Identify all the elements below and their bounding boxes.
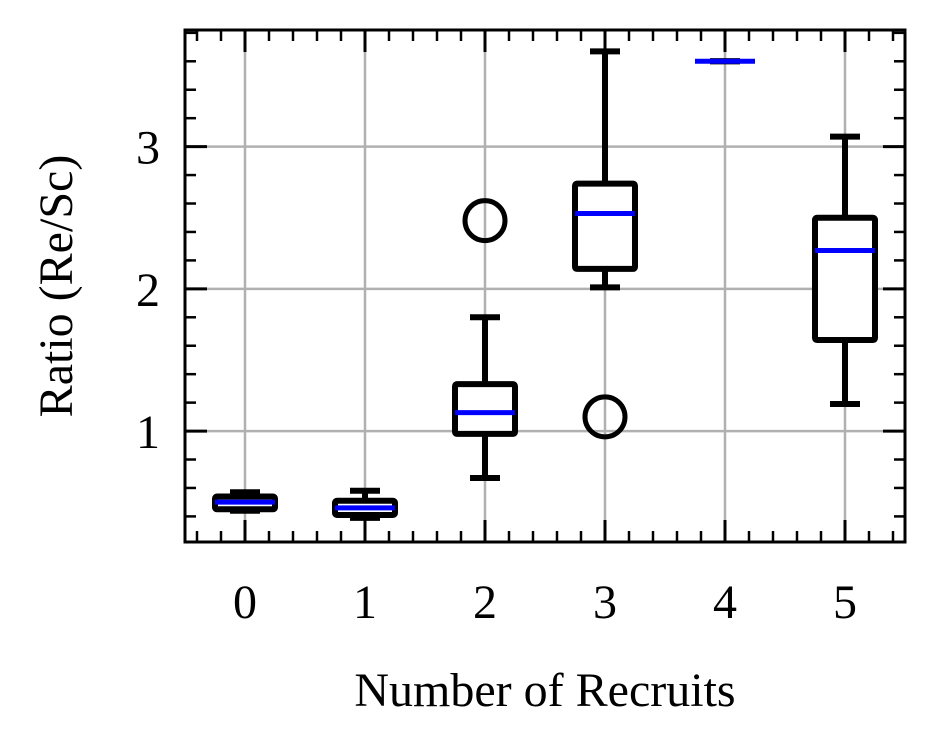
box-iqr	[572, 180, 638, 272]
outlier-point	[582, 394, 628, 440]
y-tick-label: 1	[136, 406, 160, 459]
x-tick-label: 4	[713, 576, 737, 629]
y-tick-labels: 1 2 3	[136, 122, 160, 459]
box-iqr	[452, 381, 518, 437]
x-tick-label: 1	[353, 576, 377, 629]
y-tick-label: 2	[136, 264, 160, 317]
y-tick-label: 3	[136, 122, 160, 175]
x-tick-label: 3	[593, 576, 617, 629]
x-tick-label: 2	[473, 576, 497, 629]
box-5	[812, 133, 878, 408]
outlier-point	[462, 198, 508, 244]
box-3	[572, 48, 638, 440]
x-tick-labels: 0 1 2 3 4 5	[233, 576, 857, 629]
grid-lines	[185, 30, 905, 542]
x-tick-label: 5	[833, 576, 857, 629]
plot-frame	[183, 28, 907, 544]
boxes	[212, 48, 878, 521]
axis-ticks	[185, 30, 905, 542]
box-0	[212, 489, 278, 514]
box-2	[452, 198, 518, 481]
x-tick-label: 0	[233, 576, 257, 629]
y-axis-label: Ratio (Re/Sc)	[30, 155, 83, 418]
box-iqr	[812, 214, 878, 344]
x-axis-label: Number of Recruits	[354, 664, 735, 717]
box-1	[332, 487, 398, 521]
